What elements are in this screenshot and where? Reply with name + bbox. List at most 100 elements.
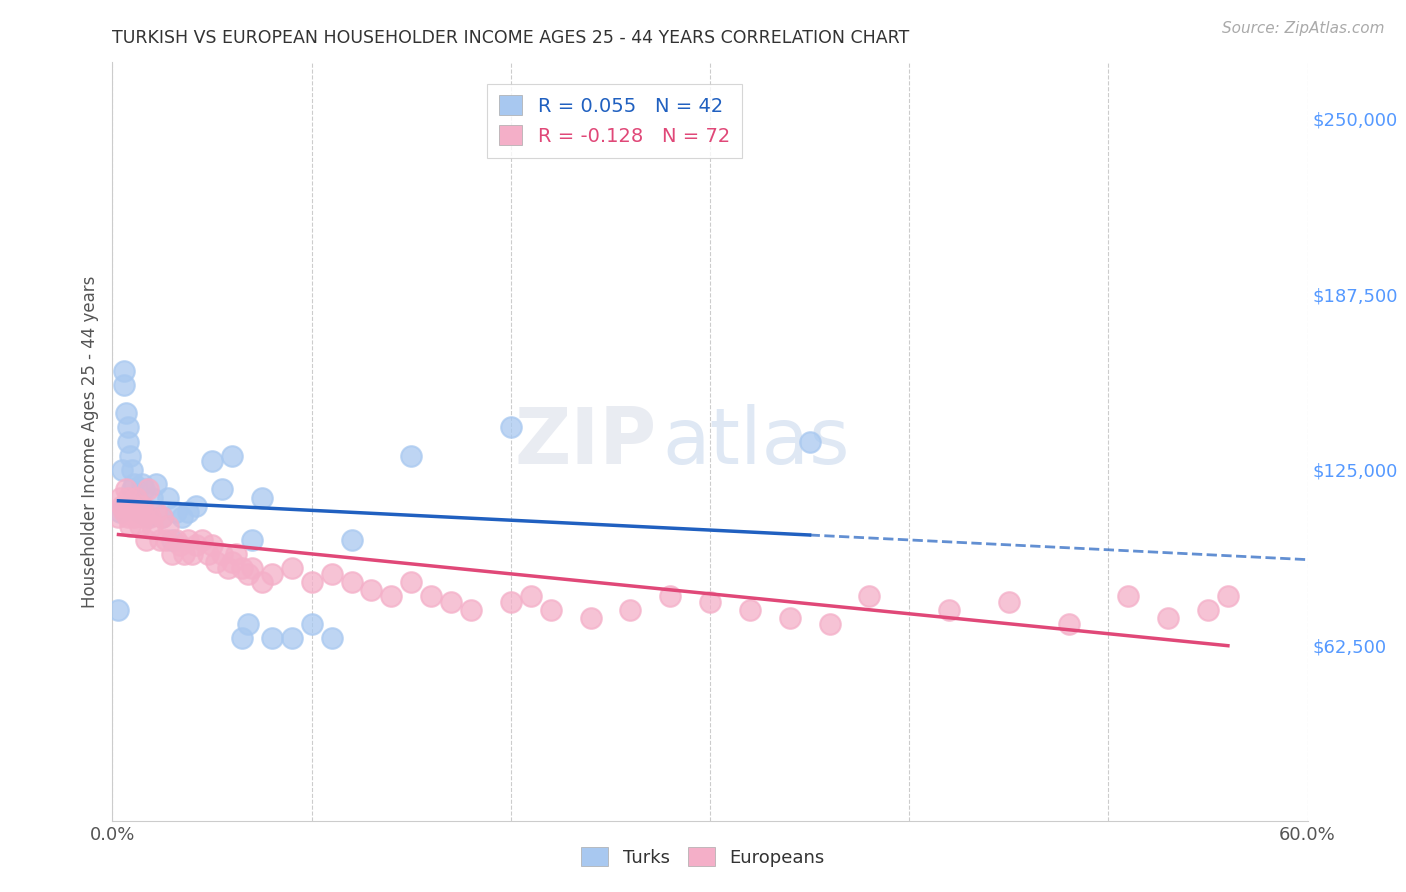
Point: [738, 603, 761, 617]
Point: [120, 518, 142, 533]
Point: [141, 518, 163, 533]
Point: [110, 491, 132, 505]
Point: [110, 505, 132, 519]
Point: [260, 566, 283, 581]
Point: [1057, 617, 1080, 632]
Point: [186, 538, 208, 552]
Point: [125, 491, 148, 505]
Point: [225, 547, 247, 561]
Point: [121, 462, 143, 476]
Point: [217, 561, 239, 575]
Point: [162, 533, 183, 547]
Point: [172, 510, 194, 524]
Point: [236, 617, 259, 632]
Point: [162, 547, 183, 561]
Point: [699, 594, 721, 608]
Point: [145, 505, 167, 519]
Point: [1157, 611, 1180, 625]
Point: [115, 483, 138, 497]
Point: [250, 491, 273, 505]
Point: [150, 510, 173, 524]
Legend: Turks, Europeans: Turks, Europeans: [574, 840, 832, 874]
Point: [499, 420, 522, 434]
Point: [111, 462, 134, 476]
Point: [155, 533, 177, 547]
Point: [141, 491, 163, 505]
Point: [127, 505, 149, 519]
Point: [127, 499, 149, 513]
Point: [401, 574, 423, 589]
Point: [115, 407, 138, 421]
Point: [177, 505, 200, 519]
Point: [321, 566, 343, 581]
Text: ZIP: ZIP: [515, 403, 657, 480]
Point: [301, 574, 323, 589]
Point: [281, 561, 304, 575]
Text: Source: ZipAtlas.com: Source: ZipAtlas.com: [1222, 21, 1385, 36]
Point: [121, 499, 143, 513]
Point: [150, 510, 173, 524]
Point: [129, 505, 152, 519]
Point: [236, 566, 259, 581]
Point: [139, 510, 162, 524]
Point: [157, 491, 180, 505]
Point: [1118, 589, 1140, 603]
Point: [169, 538, 191, 552]
Point: [1216, 589, 1239, 603]
Point: [165, 533, 187, 547]
Point: [250, 574, 273, 589]
Point: [520, 589, 543, 603]
Point: [221, 555, 243, 569]
Point: [107, 603, 129, 617]
Point: [124, 510, 146, 524]
Point: [340, 574, 363, 589]
Point: [114, 505, 135, 519]
Point: [181, 547, 204, 561]
Text: TURKISH VS EUROPEAN HOUSEHOLDER INCOME AGES 25 - 44 YEARS CORRELATION CHART: TURKISH VS EUROPEAN HOUSEHOLDER INCOME A…: [112, 29, 910, 47]
Point: [380, 589, 402, 603]
Point: [117, 491, 139, 505]
Point: [659, 589, 682, 603]
Point: [1197, 603, 1219, 617]
Point: [231, 631, 253, 645]
Y-axis label: Householder Income Ages 25 - 44 years: Householder Income Ages 25 - 44 years: [80, 276, 98, 607]
Point: [129, 518, 152, 533]
Point: [340, 533, 363, 547]
Point: [134, 483, 156, 497]
Point: [240, 533, 263, 547]
Point: [121, 483, 143, 497]
Point: [107, 510, 129, 524]
Point: [173, 547, 195, 561]
Point: [138, 483, 160, 497]
Point: [131, 476, 153, 491]
Point: [779, 611, 801, 625]
Point: [117, 510, 139, 524]
Point: [211, 547, 233, 561]
Point: [998, 594, 1021, 608]
Point: [157, 518, 180, 533]
Point: [401, 449, 423, 463]
Point: [221, 449, 243, 463]
Point: [440, 594, 463, 608]
Point: [260, 631, 283, 645]
Point: [125, 491, 148, 505]
Point: [191, 533, 214, 547]
Point: [114, 364, 135, 378]
Point: [149, 533, 172, 547]
Point: [138, 510, 160, 524]
Point: [201, 454, 224, 468]
Text: atlas: atlas: [662, 403, 849, 480]
Point: [197, 547, 219, 561]
Point: [145, 476, 167, 491]
Point: [205, 555, 228, 569]
Point: [240, 561, 263, 575]
Point: [131, 499, 153, 513]
Point: [117, 434, 139, 449]
Point: [301, 617, 323, 632]
Point: [134, 510, 156, 524]
Point: [281, 631, 304, 645]
Point: [540, 603, 562, 617]
Point: [460, 603, 482, 617]
Point: [360, 583, 382, 598]
Point: [165, 505, 187, 519]
